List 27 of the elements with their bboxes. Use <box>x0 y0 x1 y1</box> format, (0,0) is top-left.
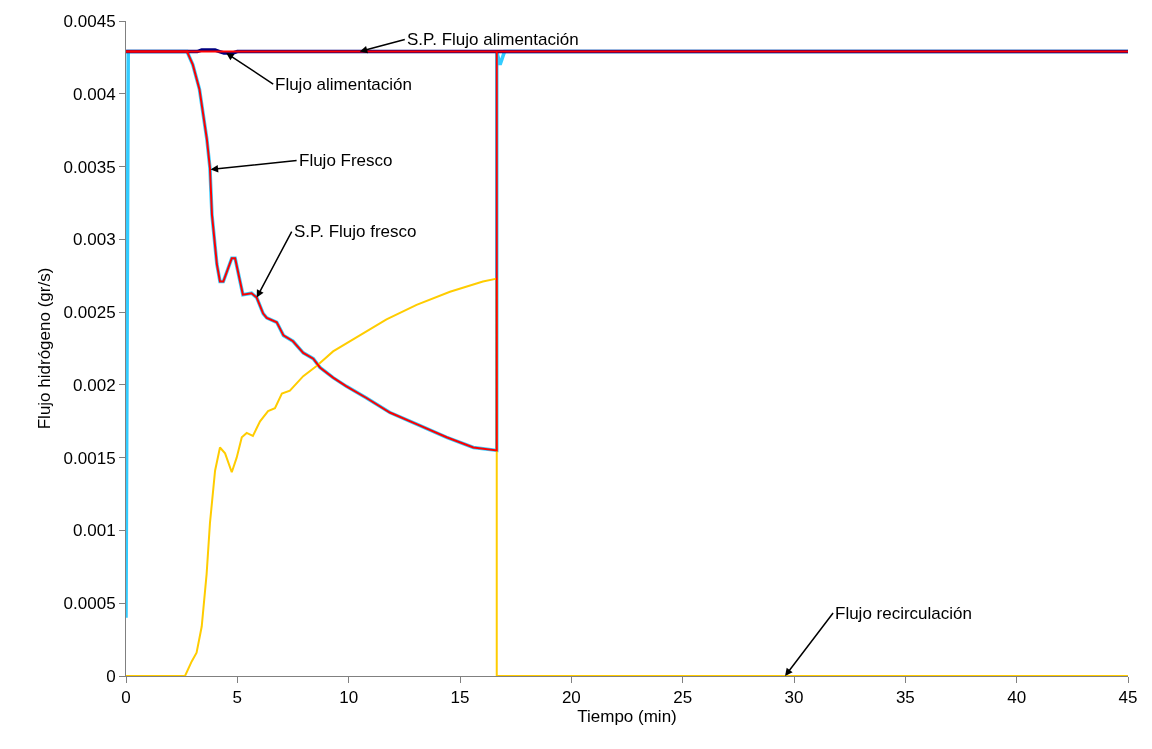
annotation: Flujo recirculación <box>835 604 972 623</box>
x-tick-label: 10 <box>339 688 359 708</box>
x-tick-label: 15 <box>450 688 470 708</box>
x-axis-title: Tiempo (min) <box>577 707 677 727</box>
x-tick-label: 30 <box>784 688 804 708</box>
x-tick-label: 5 <box>232 688 243 708</box>
x-tick-label: 35 <box>895 688 915 708</box>
x-tick-label: 20 <box>561 688 581 708</box>
y-tick-label: 0.003 <box>73 230 116 250</box>
annotation: S.P. Flujo alimentación <box>407 30 579 49</box>
annotation: S.P. Flujo fresco <box>294 222 417 241</box>
y-tick-label: 0.002 <box>73 375 116 395</box>
y-axis-title: Flujo hidrógeno (gr/s) <box>35 267 55 430</box>
x-tick-label: 25 <box>673 688 693 708</box>
y-tick-label: 0.001 <box>73 521 116 541</box>
y-tick-label: 0.004 <box>73 84 116 104</box>
annotation: Flujo Fresco <box>299 151 393 170</box>
y-tick-label: 0.0005 <box>63 594 116 614</box>
y-tick-label: 0.0045 <box>63 11 116 31</box>
x-tick-label: 0 <box>121 688 131 708</box>
y-tick-label: 0 <box>106 666 116 686</box>
annotation: Flujo alimentación <box>275 75 413 94</box>
y-tick-label: 0.0035 <box>63 157 116 177</box>
x-tick-label: 45 <box>1118 688 1138 708</box>
y-tick-label: 0.0025 <box>63 303 116 323</box>
y-tick-label: 0.0015 <box>63 448 116 468</box>
x-tick-label: 40 <box>1007 688 1027 708</box>
